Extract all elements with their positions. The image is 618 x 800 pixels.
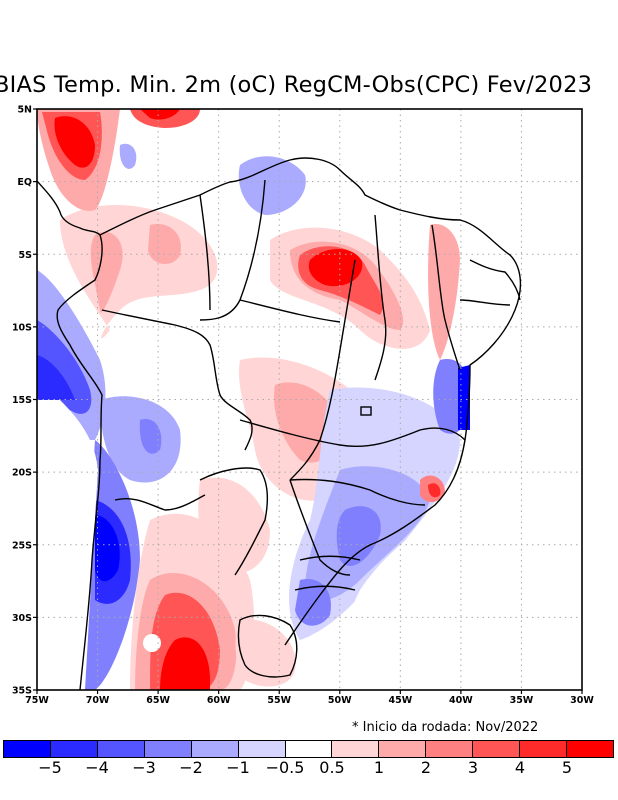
border-state-10 — [299, 555, 361, 561]
y-axis: 5N EQ 5S 10S 15S 20S 25S 30S 35S — [12, 105, 37, 697]
border-paraguay — [199, 467, 269, 576]
chart-title: BIAS Temp. Min. 2m (oC) RegCM-Obs(CPC) F… — [0, 72, 593, 98]
field-para-hot — [308, 248, 363, 287]
grid-lines — [37, 109, 582, 690]
y-tick-label: 5N — [17, 105, 32, 116]
border-state-3 — [239, 299, 341, 323]
x-tick-label: 45W — [388, 695, 412, 706]
colorbar-label: 0.5 — [319, 758, 345, 777]
border-ne-2 — [459, 299, 511, 306]
coastline — [37, 180, 103, 690]
y-tick-label: 10S — [12, 322, 32, 333]
x-tick-label: 60W — [207, 695, 231, 706]
x-tick-label: 55W — [267, 695, 291, 706]
border-state-5 — [374, 214, 387, 381]
colorbar-label: −2 — [179, 758, 203, 777]
colorbar-swatch — [426, 741, 474, 757]
colorbar-label: 3 — [467, 758, 479, 777]
y-tick-label: 35S — [12, 686, 32, 697]
y-tick-label: 20S — [12, 468, 32, 479]
field-bolivia-cool-2 — [139, 419, 162, 454]
colorbar-swatch — [191, 741, 239, 757]
field-arg-hot — [160, 637, 210, 690]
colorbar-swatch — [4, 741, 51, 757]
colorbar-label: −3 — [132, 758, 156, 777]
border-argentina-north — [114, 494, 206, 511]
field-se-cool-3 — [336, 506, 381, 566]
field-arg-cool-spot — [143, 634, 161, 652]
colorbar-label: 5 — [561, 758, 573, 777]
field-andes-cool-3 — [95, 515, 120, 582]
field-amazon-pink-2 — [90, 231, 123, 313]
colorbar-swatch — [285, 741, 333, 757]
colorbar-swatch — [567, 741, 613, 757]
border-ne-1 — [469, 259, 521, 301]
colorbar-swatch — [50, 741, 98, 757]
colorbar-swatch — [379, 741, 427, 757]
border-state-4 — [289, 259, 356, 481]
field-south-cool — [295, 579, 331, 626]
border-uruguay — [237, 614, 298, 678]
bias-field — [37, 109, 470, 690]
y-tick-label: 5S — [19, 250, 33, 261]
df-border — [360, 406, 372, 416]
y-tick-label: EQ — [17, 177, 32, 188]
field-bahia-cool-2 — [458, 365, 470, 430]
field-roraima-warm-2 — [140, 109, 180, 120]
border-state-6 — [431, 224, 461, 371]
colorbar-label: −1 — [226, 758, 250, 777]
y-tick-label: 30S — [12, 613, 32, 624]
border-state-8 — [289, 478, 426, 506]
x-tick-label: 75W — [25, 695, 49, 706]
field-amapa-cool — [238, 156, 306, 215]
x-axis: 75W 70W 65W 60W 55W 50W 45W 40W 35W 30W — [25, 690, 594, 706]
colorbar — [3, 740, 614, 758]
y-tick-label: 25S — [12, 540, 32, 551]
colorbar-label: 2 — [420, 758, 432, 777]
border-bolivia — [101, 309, 253, 451]
x-tick-label: 30W — [570, 695, 594, 706]
field-ne-warm — [428, 224, 460, 360]
field-amazon-pink-3 — [148, 224, 181, 265]
colorbar-swatch — [144, 741, 192, 757]
y-tick-label: 15S — [12, 395, 32, 406]
colorbar-swatch — [97, 741, 145, 757]
border-state-2 — [199, 179, 266, 321]
field-nw-warm-3 — [54, 116, 95, 168]
colorbar-swatch — [332, 741, 380, 757]
border-state-7 — [239, 419, 466, 448]
field-bolivia-cool — [100, 396, 181, 483]
field-rio-hot — [428, 483, 441, 498]
field-paraguay-pink — [198, 477, 270, 574]
border-brazil-west — [99, 157, 522, 646]
colorbar-swatch — [520, 741, 568, 757]
colorbar-label: −0.5 — [265, 758, 305, 777]
x-tick-label: 50W — [328, 695, 352, 706]
x-tick-label: 35W — [510, 695, 534, 706]
x-tick-label: 65W — [146, 695, 170, 706]
x-tick-label: 70W — [86, 695, 110, 706]
colorbar-label: −5 — [38, 758, 62, 777]
x-tick-label: 40W — [449, 695, 473, 706]
ocean-mask — [37, 109, 582, 690]
colorbar-label: 4 — [514, 758, 526, 777]
borders — [37, 157, 522, 690]
run-start-note: * Inicio da rodada: Nov/2022 — [352, 720, 539, 735]
border-state-9 — [289, 479, 351, 576]
colorbar-label: −4 — [85, 758, 109, 777]
colorbar-swatch — [238, 741, 286, 757]
colorbar-swatch — [473, 741, 521, 757]
colorbar-label: 1 — [373, 758, 385, 777]
field-peru-cool-3 — [37, 355, 75, 400]
border-state-11 — [294, 585, 356, 591]
field-roraima-cool — [119, 143, 137, 169]
border-state-1 — [199, 194, 211, 311]
